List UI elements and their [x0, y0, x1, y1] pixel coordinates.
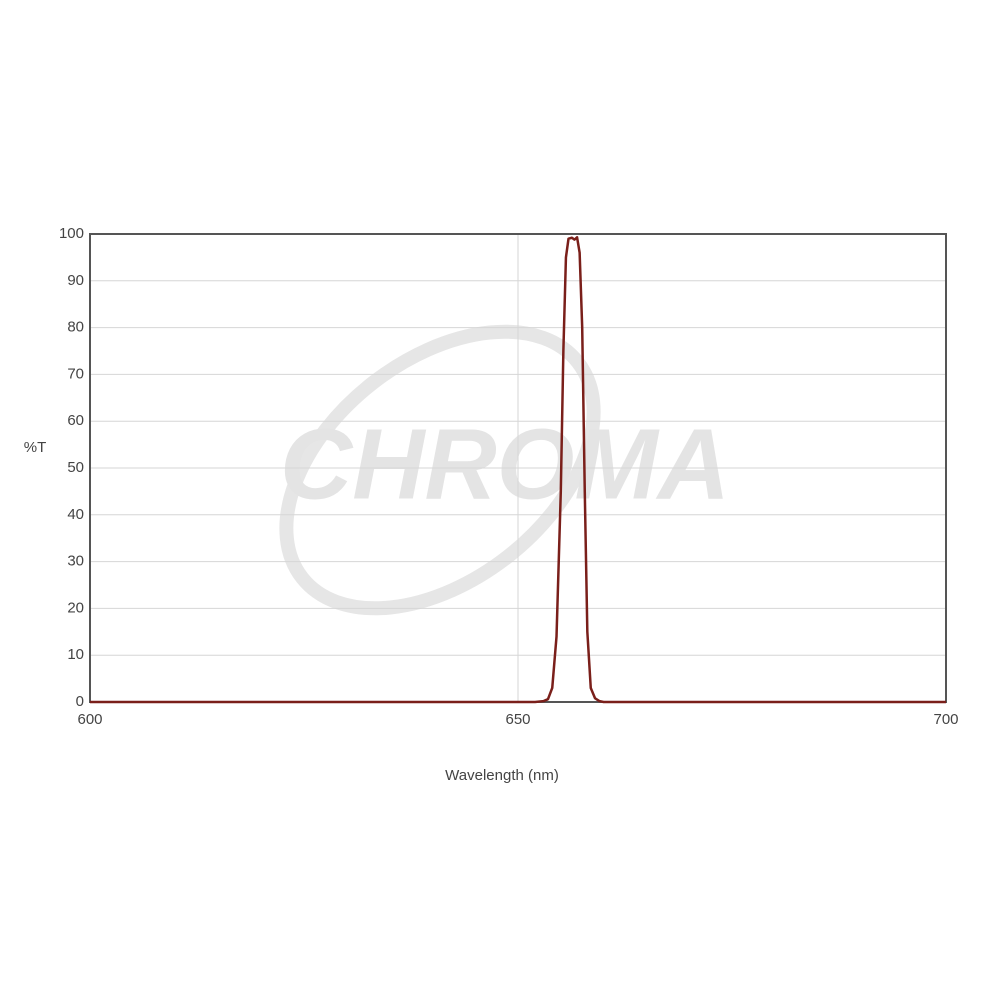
y-tick-label: 20 [67, 599, 84, 616]
y-tick-label: 40 [67, 506, 84, 523]
y-tick-label: 90 [67, 272, 84, 289]
y-tick-label: 60 [67, 412, 84, 429]
y-tick-label: 30 [67, 553, 84, 570]
x-tick-label: 700 [933, 711, 958, 728]
x-tick-label: 600 [77, 711, 102, 728]
x-tick-label: 650 [505, 711, 530, 728]
y-tick-label: 0 [76, 693, 84, 710]
watermark: CHROMA [279, 324, 730, 616]
y-tick-label: 70 [67, 365, 84, 382]
y-tick-label: 50 [67, 459, 84, 476]
watermark-text: CHROMA [280, 408, 730, 520]
series-line [90, 236, 946, 704]
x-axis-label: Wavelength (nm) [445, 767, 559, 784]
y-tick-label: 80 [67, 319, 84, 336]
y-tick-label: 100 [59, 225, 84, 242]
y-axis-label: %T [24, 439, 47, 456]
y-tick-label: 10 [67, 646, 84, 663]
